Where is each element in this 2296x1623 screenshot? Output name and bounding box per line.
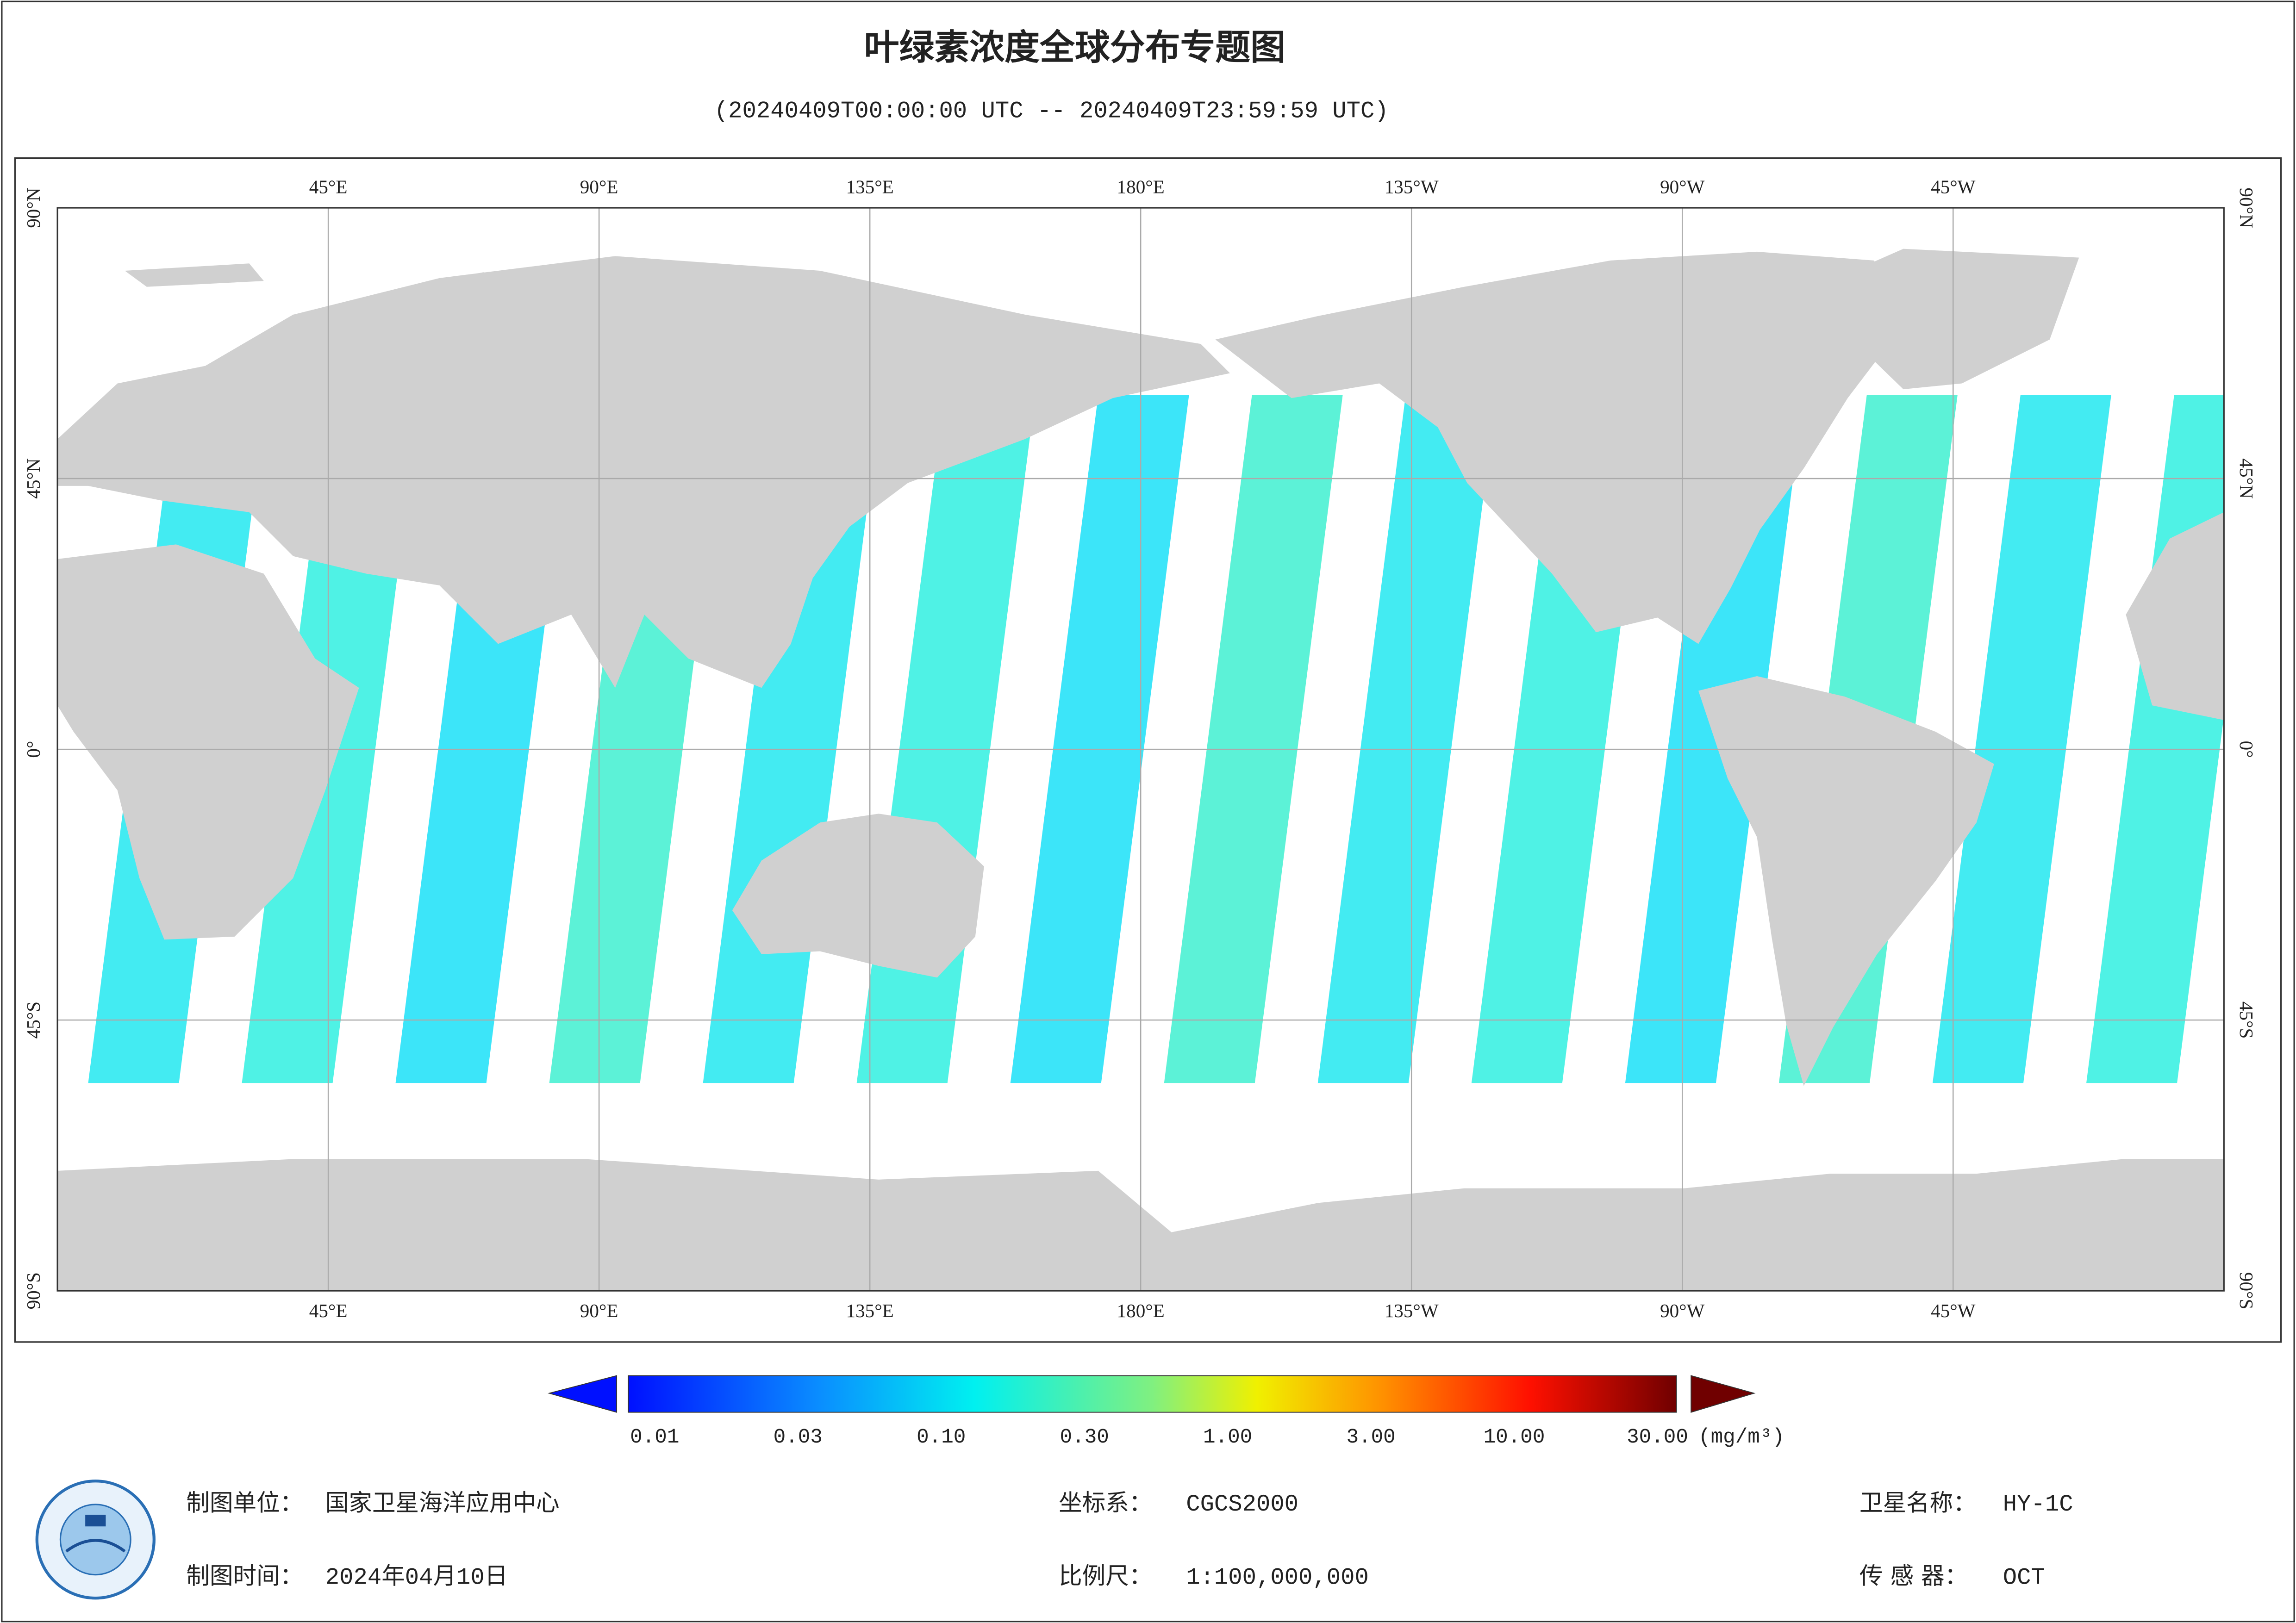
data-swath bbox=[1932, 395, 2111, 1083]
colorbar-label: 0.01 bbox=[630, 1426, 679, 1449]
colorbar-bar bbox=[628, 1375, 1677, 1413]
lon-label-top: 135°W bbox=[1385, 176, 1439, 197]
footer-value: CGCS2000 bbox=[1186, 1492, 1298, 1518]
logo bbox=[35, 1480, 156, 1600]
footer-label: 制图单位： bbox=[186, 1489, 303, 1516]
lat-label-left: 0° bbox=[23, 741, 44, 758]
australia bbox=[732, 814, 984, 978]
lon-label-top: 90°E bbox=[580, 176, 618, 197]
footer-value: 国家卫星海洋应用中心 bbox=[325, 1489, 560, 1516]
south-america bbox=[1698, 676, 1994, 1086]
lon-label-bottom: 135°E bbox=[846, 1300, 894, 1321]
north-america bbox=[1215, 251, 1903, 644]
map-frame bbox=[14, 157, 2282, 1343]
greenland bbox=[1803, 249, 2079, 390]
footer: 制图单位： 国家卫星海洋应用中心 制图时间： 2024年04月10日 坐标系： … bbox=[186, 1489, 2073, 1591]
africa-west bbox=[2126, 512, 2224, 720]
footer-label: 传 感 器： bbox=[1859, 1562, 1968, 1589]
lon-label-top: 90°W bbox=[1660, 176, 1705, 197]
lon-label-top: 45°W bbox=[1931, 176, 1976, 197]
data-swath bbox=[1317, 395, 1497, 1083]
lat-label-left: 45°S bbox=[23, 1001, 44, 1038]
lon-label-bottom: 90°W bbox=[1660, 1300, 1705, 1321]
data-swath bbox=[1010, 395, 1189, 1083]
lon-label-top: 135°E bbox=[846, 176, 894, 197]
colorbar-under bbox=[547, 1375, 618, 1413]
eurasia bbox=[57, 256, 1230, 688]
colorbar: 0.01 0.03 0.10 0.30 1.00 3.00 10.00 30.00 (mg/m… bbox=[547, 1375, 1784, 1449]
colorbar-labels: 0.01 0.03 0.10 0.30 1.00 3.00 10.00 30.00 bbox=[630, 1426, 1688, 1449]
map bbox=[57, 208, 2224, 1291]
lat-label-right: 0° bbox=[2236, 741, 2257, 758]
lon-label-bottom: 135°W bbox=[1385, 1300, 1439, 1321]
logo-satellite bbox=[85, 1514, 106, 1527]
colorbar-over bbox=[1691, 1375, 1756, 1413]
subtitle: (20240409T00:00:00 UTC -- 20240409T23:59… bbox=[714, 99, 1389, 125]
colorbar-label: 0.03 bbox=[774, 1426, 823, 1449]
lon-label-bottom: 180°E bbox=[1117, 1300, 1165, 1321]
data-swath bbox=[1164, 395, 1343, 1083]
colorbar-label: 0.10 bbox=[917, 1426, 966, 1449]
lat-label-right: 45°N bbox=[2236, 458, 2257, 498]
colorbar-label: 30.00 bbox=[1627, 1426, 1688, 1449]
footer-label: 坐标系： bbox=[1059, 1489, 1152, 1516]
colorbar-unit: (mg/m³) bbox=[1698, 1426, 1784, 1449]
footer-value: 2024年04月10日 bbox=[325, 1563, 508, 1591]
colorbar-label: 3.00 bbox=[1346, 1426, 1395, 1449]
title: 叶绿素浓度全球分布专题图 bbox=[864, 27, 1286, 68]
colorbar-label: 0.30 bbox=[1060, 1426, 1109, 1449]
footer-label: 卫星名称： bbox=[1859, 1489, 1977, 1516]
lat-label-left: 45°N bbox=[23, 458, 44, 498]
lat-label-right: 90°N bbox=[2236, 187, 2257, 228]
footer-value: OCT bbox=[2003, 1565, 2045, 1591]
lon-label-bottom: 45°W bbox=[1931, 1300, 1976, 1321]
footer-label: 比例尺： bbox=[1059, 1562, 1152, 1589]
graticule-labels: 45°E 45°E 90°E 90°E 135°E 135°E 180°E 180°E 135°… bbox=[23, 176, 2257, 1321]
logo-wave bbox=[65, 1539, 126, 1553]
lat-label-left: 90°S bbox=[23, 1272, 44, 1309]
colorbar-label: 1.00 bbox=[1203, 1426, 1252, 1449]
lon-label-bottom: 90°E bbox=[580, 1300, 618, 1321]
footer-value: HY-1C bbox=[2003, 1492, 2073, 1518]
footer-label: 制图时间： bbox=[186, 1562, 303, 1589]
lon-label-top: 180°E bbox=[1117, 176, 1165, 197]
lat-label-left: 90°N bbox=[23, 187, 44, 228]
lon-label-top: 45°E bbox=[309, 176, 348, 197]
graticule bbox=[57, 208, 2224, 1291]
arctic-islands bbox=[125, 263, 528, 308]
africa bbox=[57, 544, 359, 940]
colorbar-label: 10.00 bbox=[1484, 1426, 1545, 1449]
lat-label-right: 90°S bbox=[2236, 1272, 2257, 1309]
lat-label-right: 45°S bbox=[2236, 1001, 2257, 1038]
map-border bbox=[56, 207, 2225, 1292]
footer-value: 1:100,000,000 bbox=[1186, 1565, 1369, 1591]
lon-label-bottom: 45°E bbox=[309, 1300, 348, 1321]
